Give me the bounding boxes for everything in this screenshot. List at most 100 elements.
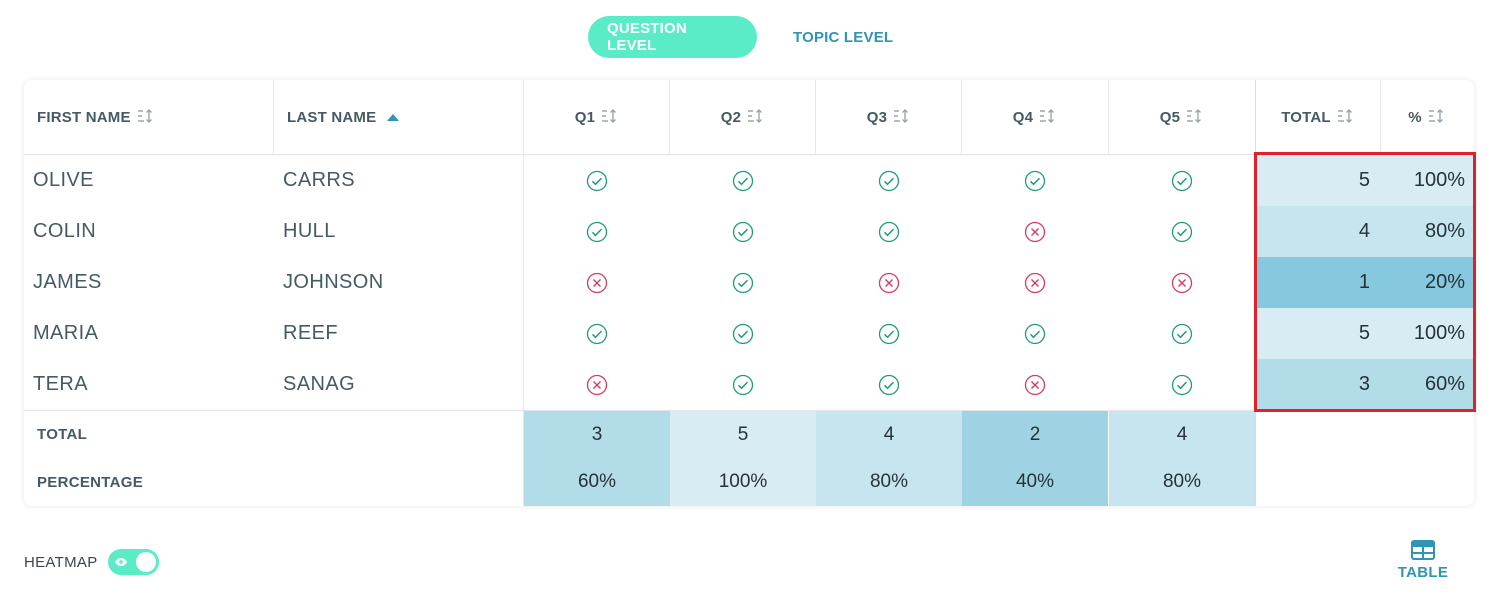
footer-divider	[24, 410, 1474, 411]
answer-cell	[816, 308, 962, 359]
sort-icon[interactable]	[1039, 108, 1057, 126]
correct-icon	[1171, 170, 1193, 191]
column-header-q4[interactable]: Q4	[962, 80, 1108, 154]
incorrect-icon	[1024, 272, 1046, 293]
column-divider	[523, 80, 524, 506]
sort-icon[interactable]	[1428, 108, 1446, 126]
eye-icon	[114, 558, 127, 566]
correct-icon	[878, 170, 900, 191]
answer-cell	[524, 257, 670, 308]
question-total-cell: 2	[962, 411, 1108, 458]
topic-level-button[interactable]: TOPIC LEVEL	[793, 28, 894, 46]
table-row[interactable]: COLIN HULL 4 80%	[24, 206, 1474, 257]
heatmap-label: HEATMAP	[24, 553, 98, 571]
column-header-label: Q4	[1012, 108, 1034, 126]
question-total-cell: 4	[816, 411, 962, 458]
toggle-knob	[135, 552, 156, 572]
answer-cell	[816, 206, 962, 257]
answer-cell	[816, 359, 962, 410]
answer-cell	[670, 359, 816, 410]
column-divider	[273, 80, 274, 154]
header-divider	[24, 154, 1474, 155]
answer-cell	[962, 308, 1108, 359]
column-header-first-name[interactable]: FIRST NAME	[37, 80, 273, 154]
answer-cell	[524, 308, 670, 359]
incorrect-icon	[586, 374, 608, 395]
sort-icon[interactable]	[747, 108, 765, 126]
heatmap-control: HEATMAP	[24, 549, 159, 575]
answer-cell	[962, 155, 1108, 206]
correct-icon	[878, 323, 900, 344]
column-header-label: %	[1408, 108, 1422, 126]
sort-icon[interactable]	[893, 108, 911, 126]
question-percentage-cell: 80%	[1109, 458, 1255, 506]
first-name-cell: JAMES	[33, 271, 102, 293]
question-total-cell: 4	[1109, 411, 1255, 458]
column-header-label: Q2	[720, 108, 742, 126]
incorrect-icon	[1024, 221, 1046, 242]
table-row[interactable]: JAMES JOHNSON 1 20%	[24, 257, 1474, 308]
column-header-q3[interactable]: Q3	[816, 80, 962, 154]
first-name-cell: OLIVE	[33, 169, 94, 191]
last-name-cell: CARRS	[283, 169, 356, 191]
incorrect-icon	[1171, 272, 1193, 293]
question-total-cell: 5	[670, 411, 816, 458]
table-view-button[interactable]: TABLE	[1397, 540, 1449, 581]
correct-icon	[732, 272, 754, 293]
column-header-last-name[interactable]: LAST NAME	[287, 80, 523, 154]
column-header-label: Q5	[1159, 108, 1181, 126]
answer-cell	[524, 359, 670, 410]
footer-percentage-label: PERCENTAGE	[37, 473, 144, 491]
answer-cell	[670, 155, 816, 206]
total-cell: 5	[1256, 155, 1380, 206]
incorrect-icon	[878, 272, 900, 293]
answer-cell	[1109, 308, 1255, 359]
percent-cell: 80%	[1380, 206, 1474, 257]
sort-icon[interactable]	[137, 108, 155, 126]
correct-icon	[878, 221, 900, 242]
answer-cell	[962, 359, 1108, 410]
column-header-label: FIRST NAME	[37, 108, 131, 126]
answer-cell	[962, 257, 1108, 308]
percent-cell: 60%	[1380, 359, 1474, 410]
column-header-percent[interactable]: %	[1380, 80, 1474, 154]
heatmap-toggle[interactable]	[107, 549, 159, 575]
correct-icon	[586, 221, 608, 242]
column-divider	[1108, 80, 1109, 154]
sort-icon[interactable]	[1337, 108, 1355, 126]
answer-cell	[1109, 257, 1255, 308]
last-name-cell: HULL	[283, 220, 336, 242]
total-cell: 1	[1256, 257, 1380, 308]
column-header-label: TOTAL	[1281, 108, 1331, 126]
column-header-total[interactable]: TOTAL	[1256, 80, 1380, 154]
column-divider	[1380, 80, 1381, 154]
sort-icon[interactable]	[601, 108, 619, 126]
sort-icon[interactable]	[1186, 108, 1204, 126]
answer-cell	[670, 206, 816, 257]
last-name-cell: JOHNSON	[283, 271, 384, 293]
question-level-button[interactable]: QUESTION LEVEL	[588, 16, 757, 58]
incorrect-icon	[586, 272, 608, 293]
answer-cell	[816, 257, 962, 308]
table-row[interactable]: MARIA REEF 5 100%	[24, 308, 1474, 359]
column-header-q5[interactable]: Q5	[1109, 80, 1255, 154]
table-row[interactable]: TERA SANAG 3 60%	[24, 359, 1474, 410]
percent-cell: 20%	[1380, 257, 1474, 308]
column-divider	[961, 80, 962, 154]
view-level-toggle: QUESTION LEVEL TOPIC LEVEL	[588, 16, 912, 58]
column-header-q1[interactable]: Q1	[524, 80, 670, 154]
correct-icon	[586, 323, 608, 344]
correct-icon	[732, 221, 754, 242]
answer-cell	[670, 308, 816, 359]
answer-cell	[816, 155, 962, 206]
last-name-cell: SANAG	[283, 373, 356, 395]
answer-cell	[1109, 155, 1255, 206]
table-row[interactable]: OLIVE CARRS 5 100%	[24, 155, 1474, 206]
correct-icon	[1024, 170, 1046, 191]
correct-icon	[732, 170, 754, 191]
column-header-q2[interactable]: Q2	[670, 80, 816, 154]
question-percentage-cell: 40%	[962, 458, 1108, 506]
answer-cell	[1109, 359, 1255, 410]
correct-icon	[732, 374, 754, 395]
sort-ascending-icon[interactable]	[387, 113, 400, 121]
